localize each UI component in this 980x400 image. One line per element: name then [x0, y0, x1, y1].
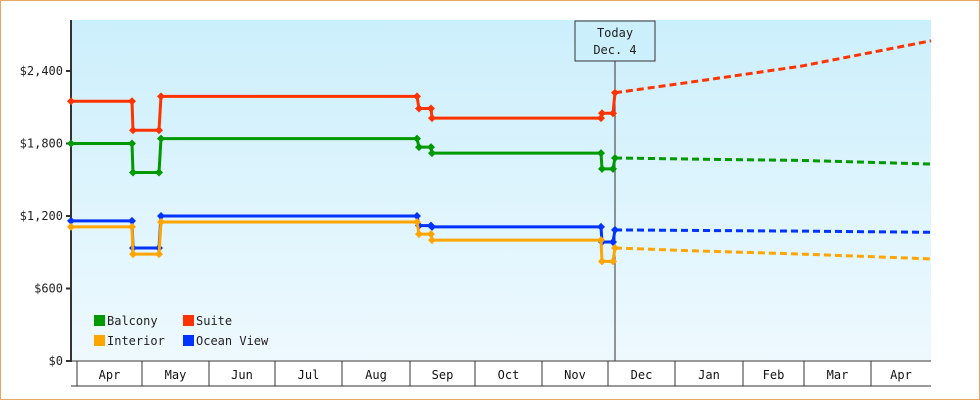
legend-item-suite[interactable]: Suite [183, 314, 232, 328]
y-tick-label: $0 [49, 354, 63, 368]
data-point-marker[interactable] [129, 168, 137, 177]
data-point-marker[interactable] [428, 236, 436, 245]
legend-item-interior[interactable]: Interior [94, 334, 165, 348]
data-point-marker[interactable] [67, 222, 75, 231]
data-point-marker[interactable] [67, 139, 75, 148]
x-axis-months: Apr May Jun Jul Aug Sep Oct Nov Dec Jan Feb Mar Apr [71, 360, 931, 387]
data-point-marker[interactable] [128, 97, 136, 106]
data-point-marker[interactable] [67, 97, 75, 106]
y-tick-label: $1,200 [20, 209, 63, 223]
data-point-marker[interactable] [413, 212, 421, 220]
data-point-marker[interactable] [415, 104, 423, 113]
data-point-marker[interactable] [611, 88, 619, 97]
data-point-marker[interactable] [598, 164, 606, 173]
legend-label: Ocean View [196, 334, 269, 348]
data-point-marker[interactable] [427, 104, 435, 113]
data-point-marker[interactable] [427, 230, 435, 239]
month-label: Sep [432, 368, 454, 382]
data-point-marker[interactable] [413, 92, 421, 101]
data-point-marker[interactable] [413, 218, 421, 227]
month-label: Jun [231, 368, 253, 382]
data-point-marker[interactable] [428, 114, 436, 123]
data-point-marker[interactable] [597, 236, 605, 245]
month-label: Dec [631, 368, 653, 382]
today-label-box [574, 20, 656, 62]
today-marker: Today Dec. 4 [574, 20, 656, 361]
legend-item-balcony[interactable]: Balcony [94, 314, 158, 328]
data-point-marker[interactable] [609, 237, 617, 246]
data-point-marker[interactable] [428, 222, 436, 231]
data-point-marker[interactable] [157, 92, 165, 101]
month-label: Aug [365, 368, 387, 382]
data-point-marker[interactable] [611, 244, 619, 253]
legend-label: Interior [107, 334, 165, 348]
today-label: Today [597, 26, 633, 40]
legend: Balcony Suite Interior Ocean View [94, 314, 269, 348]
legend-item-ocean-view[interactable]: Ocean View [183, 334, 269, 348]
data-point-marker[interactable] [157, 134, 165, 143]
data-point-marker[interactable] [415, 143, 423, 152]
month-label: Mar [827, 368, 849, 382]
data-point-marker[interactable] [67, 216, 75, 225]
data-point-marker[interactable] [128, 222, 136, 231]
data-point-marker[interactable] [157, 212, 165, 220]
month-label: Oct [498, 368, 520, 382]
legend-swatch [94, 315, 105, 326]
series-interior [67, 218, 932, 266]
legend-swatch [183, 335, 194, 346]
data-point-marker[interactable] [129, 250, 137, 259]
data-point-marker[interactable] [155, 168, 163, 177]
data-point-marker[interactable] [611, 225, 619, 234]
data-point-marker[interactable] [128, 139, 136, 148]
series-lines [67, 39, 932, 266]
legend-label: Balcony [107, 314, 158, 328]
month-label: Jan [698, 368, 720, 382]
series-suite [67, 39, 932, 135]
month-label: Nov [564, 368, 586, 382]
data-point-marker[interactable] [611, 154, 619, 162]
plot-area [71, 20, 931, 360]
today-date: Dec. 4 [593, 43, 636, 57]
data-point-marker[interactable] [157, 218, 165, 227]
data-point-marker[interactable] [413, 134, 421, 143]
data-point-marker[interactable] [155, 250, 163, 259]
data-point-marker[interactable] [428, 149, 436, 158]
month-label: Apr [99, 368, 121, 382]
month-label: Feb [763, 368, 785, 382]
y-tick-label: $2,400 [20, 64, 63, 78]
data-point-marker[interactable] [598, 257, 606, 266]
month-label: May [165, 368, 187, 382]
data-point-marker[interactable] [415, 230, 423, 239]
data-point-marker[interactable] [609, 164, 617, 173]
month-label: Apr [890, 368, 912, 382]
month-label: Jul [298, 368, 320, 382]
data-point-marker[interactable] [597, 149, 605, 158]
legend-swatch [94, 335, 105, 346]
y-tick-label: $600 [34, 282, 63, 296]
legend-label: Suite [196, 314, 232, 328]
legend-swatch [183, 315, 194, 326]
y-axis: $0 $600 $1,200 $1,800 $2,400 [20, 20, 72, 368]
series-balcony [67, 134, 932, 177]
data-point-marker[interactable] [128, 216, 136, 225]
data-point-marker[interactable] [597, 222, 605, 231]
data-point-marker[interactable] [609, 109, 617, 118]
y-tick-label: $1,800 [20, 137, 63, 151]
data-point-marker[interactable] [427, 143, 435, 152]
data-point-marker[interactable] [609, 257, 617, 266]
data-point-marker[interactable] [598, 109, 606, 118]
